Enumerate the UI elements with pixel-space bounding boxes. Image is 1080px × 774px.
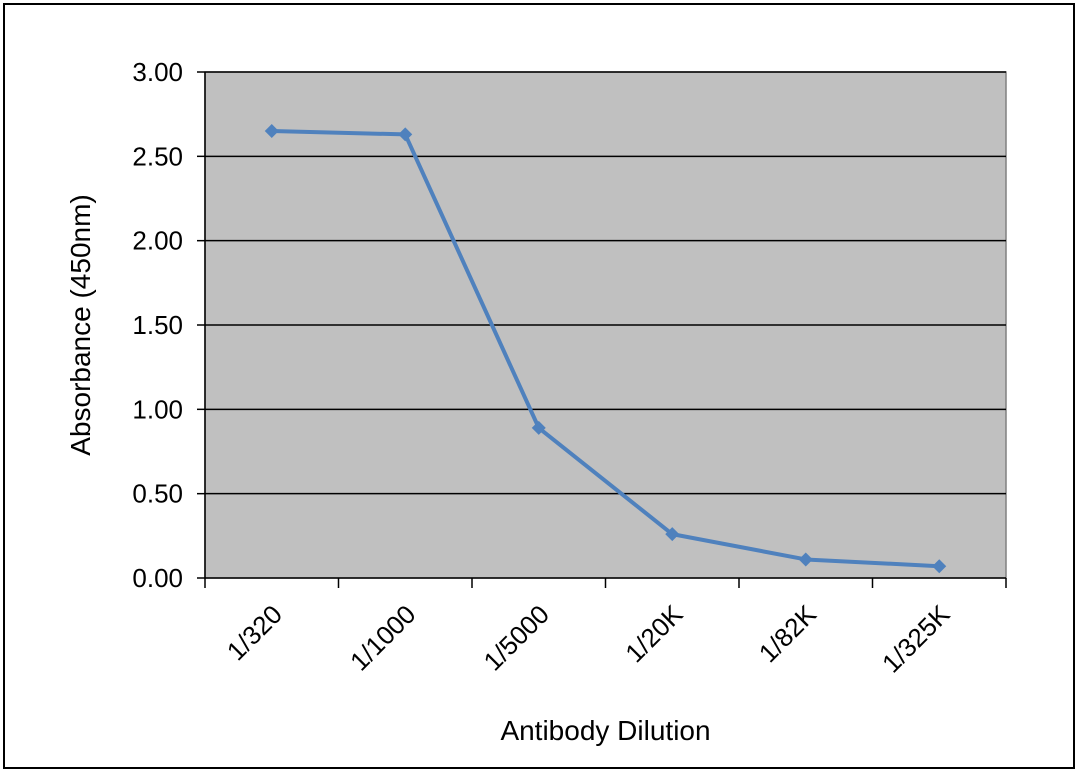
gridlines [197,71,1006,579]
y-tick-label: 3.00 [132,57,183,87]
x-tick-label: 1/1000 [344,599,421,676]
x-axis-label: Antibody Dilution [500,715,710,746]
y-tick-label: 0.00 [132,563,183,593]
y-tick-label: 2.50 [132,141,183,171]
data-point-marker [665,527,680,542]
data-point-marker [398,127,413,142]
y-tick-label: 2.00 [132,226,183,256]
data-point-marker [932,559,947,574]
data-point-marker [798,552,813,567]
x-tick-label: 1/20K [619,599,689,669]
series-group [264,124,947,574]
y-tick-label: 1.50 [132,310,183,340]
y-axis-label: Absorbance (450nm) [65,194,96,455]
data-point-marker [264,124,279,139]
y-tick-label: 0.50 [132,479,183,509]
axes [204,72,1007,588]
x-tick-label: 1/320 [221,599,288,666]
x-tick-label: 1/325K [876,599,956,679]
x-tick-label: 1/5000 [478,599,555,676]
data-point-marker [531,420,546,435]
series-line [271,129,940,569]
y-tick-label: 1.00 [132,394,183,424]
x-tick-label: 1/82K [753,599,823,669]
